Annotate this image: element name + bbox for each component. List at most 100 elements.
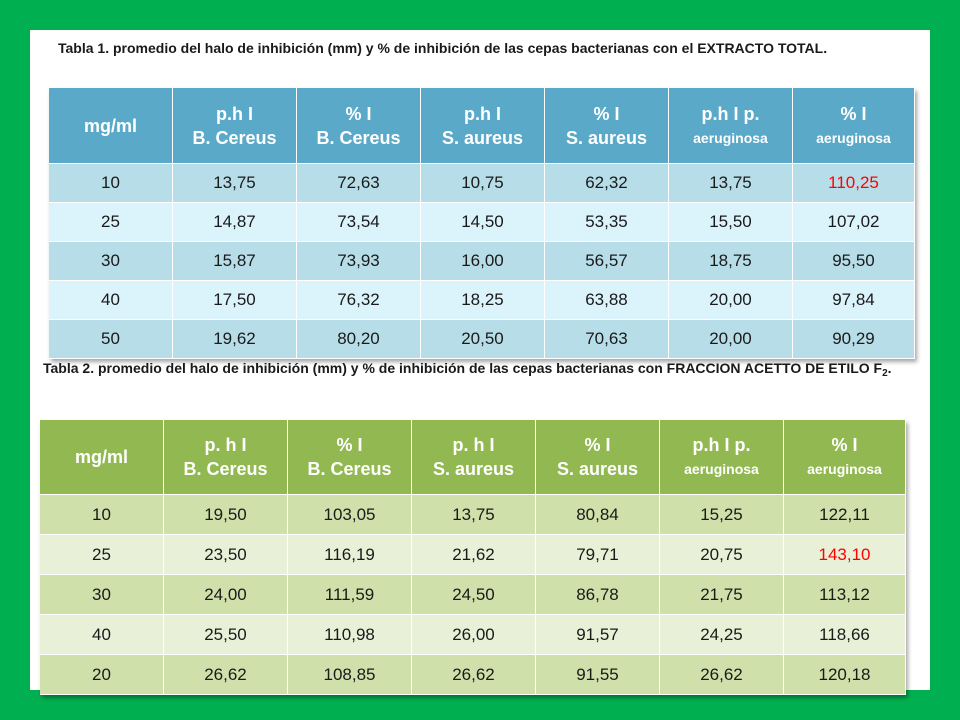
- table2-caption-subscript: 2: [882, 368, 888, 379]
- table-cell: 25: [40, 535, 164, 575]
- table-cell: 20: [40, 655, 164, 695]
- table-cell: 91,57: [536, 615, 660, 655]
- table-cell: 21,62: [412, 535, 536, 575]
- table1-header-pct-bcereus: % I B. Cereus: [297, 88, 421, 164]
- table-cell: 15,87: [173, 242, 297, 281]
- table2-caption-end: .: [887, 360, 892, 376]
- table2-fraccion-acetato: mg/ml p. h I B. Cereus % I B. Cereus p. h …: [40, 420, 906, 695]
- table2-header-pct-bcereus: % I B. Cereus: [288, 420, 412, 495]
- table-cell: 95,50: [793, 242, 915, 281]
- table-cell: 19,50: [164, 495, 288, 535]
- table2-header-ph-bcereus: p. h I B. Cereus: [164, 420, 288, 495]
- table-cell: 23,50: [164, 535, 288, 575]
- table-cell: 24,25: [660, 615, 784, 655]
- slide: Tabla 1. promedio del halo de inhibición…: [30, 30, 930, 695]
- table-cell-highlighted: 110,25: [793, 164, 915, 203]
- table-cell: 26,62: [660, 655, 784, 695]
- table-cell: 10: [49, 164, 173, 203]
- table-cell: 110,98: [288, 615, 412, 655]
- table-cell: 53,35: [545, 203, 669, 242]
- table-cell: 10,75: [421, 164, 545, 203]
- table-cell: 116,19: [288, 535, 412, 575]
- table-cell-highlighted: 143,10: [784, 535, 906, 575]
- table1-header-ph-saureus: p.h I S. aureus: [421, 88, 545, 164]
- table-cell: 111,59: [288, 575, 412, 615]
- table-cell: 113,12: [784, 575, 906, 615]
- table-cell: 15,25: [660, 495, 784, 535]
- table-cell: 25,50: [164, 615, 288, 655]
- table-cell: 30: [49, 242, 173, 281]
- table-cell: 17,50: [173, 281, 297, 320]
- table1-caption: Tabla 1. promedio del halo de inhibición…: [58, 40, 828, 56]
- table-cell: 16,00: [421, 242, 545, 281]
- table-cell: 18,25: [421, 281, 545, 320]
- table-cell: 86,78: [536, 575, 660, 615]
- table-cell: 30: [40, 575, 164, 615]
- table-cell: 19,62: [173, 320, 297, 359]
- table-cell: 76,32: [297, 281, 421, 320]
- table-row: 25 23,50 116,19 21,62 79,71 20,75 143,10: [40, 535, 906, 575]
- table2-caption: Tabla 2. promedio del halo de inhibición…: [43, 356, 923, 386]
- table-cell: 20,50: [421, 320, 545, 359]
- table-cell: 91,55: [536, 655, 660, 695]
- table-cell: 20,00: [669, 281, 793, 320]
- table-cell: 103,05: [288, 495, 412, 535]
- table-cell: 24,00: [164, 575, 288, 615]
- table-cell: 26,62: [412, 655, 536, 695]
- table-cell: 10: [40, 495, 164, 535]
- table-cell: 40: [40, 615, 164, 655]
- table-row: 10 13,75 72,63 10,75 62,32 13,75 110,25: [49, 164, 915, 203]
- table-cell: 21,75: [660, 575, 784, 615]
- table-cell: 14,87: [173, 203, 297, 242]
- table-cell: 79,71: [536, 535, 660, 575]
- table-cell: 72,63: [297, 164, 421, 203]
- table-cell: 80,20: [297, 320, 421, 359]
- table-cell: 122,11: [784, 495, 906, 535]
- table1-header-mgml: mg/ml: [49, 88, 173, 164]
- table-cell: 97,84: [793, 281, 915, 320]
- table2-header-mgml: mg/ml: [40, 420, 164, 495]
- table-cell: 20,00: [669, 320, 793, 359]
- table-cell: 56,57: [545, 242, 669, 281]
- table-cell: 73,93: [297, 242, 421, 281]
- table2-header-ph-paeruginosa: p.h I p. aeruginosa: [660, 420, 784, 495]
- table-row: 50 19,62 80,20 20,50 70,63 20,00 90,29: [49, 320, 915, 359]
- table-cell: 108,85: [288, 655, 412, 695]
- table-row: 10 19,50 103,05 13,75 80,84 15,25 122,11: [40, 495, 906, 535]
- table-cell: 20,75: [660, 535, 784, 575]
- table-row: 25 14,87 73,54 14,50 53,35 15,50 107,02: [49, 203, 915, 242]
- table-cell: 73,54: [297, 203, 421, 242]
- table-cell: 18,75: [669, 242, 793, 281]
- table1-header-ph-paeruginosa: p.h I p. aeruginosa: [669, 88, 793, 164]
- table2-caption-text: Tabla 2. promedio del halo de inhibición…: [43, 360, 883, 376]
- table-row: 40 17,50 76,32 18,25 63,88 20,00 97,84: [49, 281, 915, 320]
- table-cell: 80,84: [536, 495, 660, 535]
- table-row: 40 25,50 110,98 26,00 91,57 24,25 118,66: [40, 615, 906, 655]
- table1-header-ph-bcereus: p.h I B. Cereus: [173, 88, 297, 164]
- table1-header-pct-saureus: % I S. aureus: [545, 88, 669, 164]
- table-cell: 118,66: [784, 615, 906, 655]
- table2-header-pct-saureus: % I S. aureus: [536, 420, 660, 495]
- table-cell: 24,50: [412, 575, 536, 615]
- table-cell: 63,88: [545, 281, 669, 320]
- table-cell: 50: [49, 320, 173, 359]
- table2-header-row: mg/ml p. h I B. Cereus % I B. Cereus p. h …: [40, 420, 906, 495]
- table-cell: 62,32: [545, 164, 669, 203]
- table2-header-ph-saureus: p. h I S. aureus: [412, 420, 536, 495]
- table-cell: 70,63: [545, 320, 669, 359]
- table-row: 20 26,62 108,85 26,62 91,55 26,62 120,18: [40, 655, 906, 695]
- table-cell: 13,75: [412, 495, 536, 535]
- table-row: 30 24,00 111,59 24,50 86,78 21,75 113,12: [40, 575, 906, 615]
- table-cell: 107,02: [793, 203, 915, 242]
- table-cell: 40: [49, 281, 173, 320]
- table-cell: 13,75: [173, 164, 297, 203]
- table-cell: 25: [49, 203, 173, 242]
- table-cell: 120,18: [784, 655, 906, 695]
- table-cell: 26,62: [164, 655, 288, 695]
- table-cell: 14,50: [421, 203, 545, 242]
- table-cell: 13,75: [669, 164, 793, 203]
